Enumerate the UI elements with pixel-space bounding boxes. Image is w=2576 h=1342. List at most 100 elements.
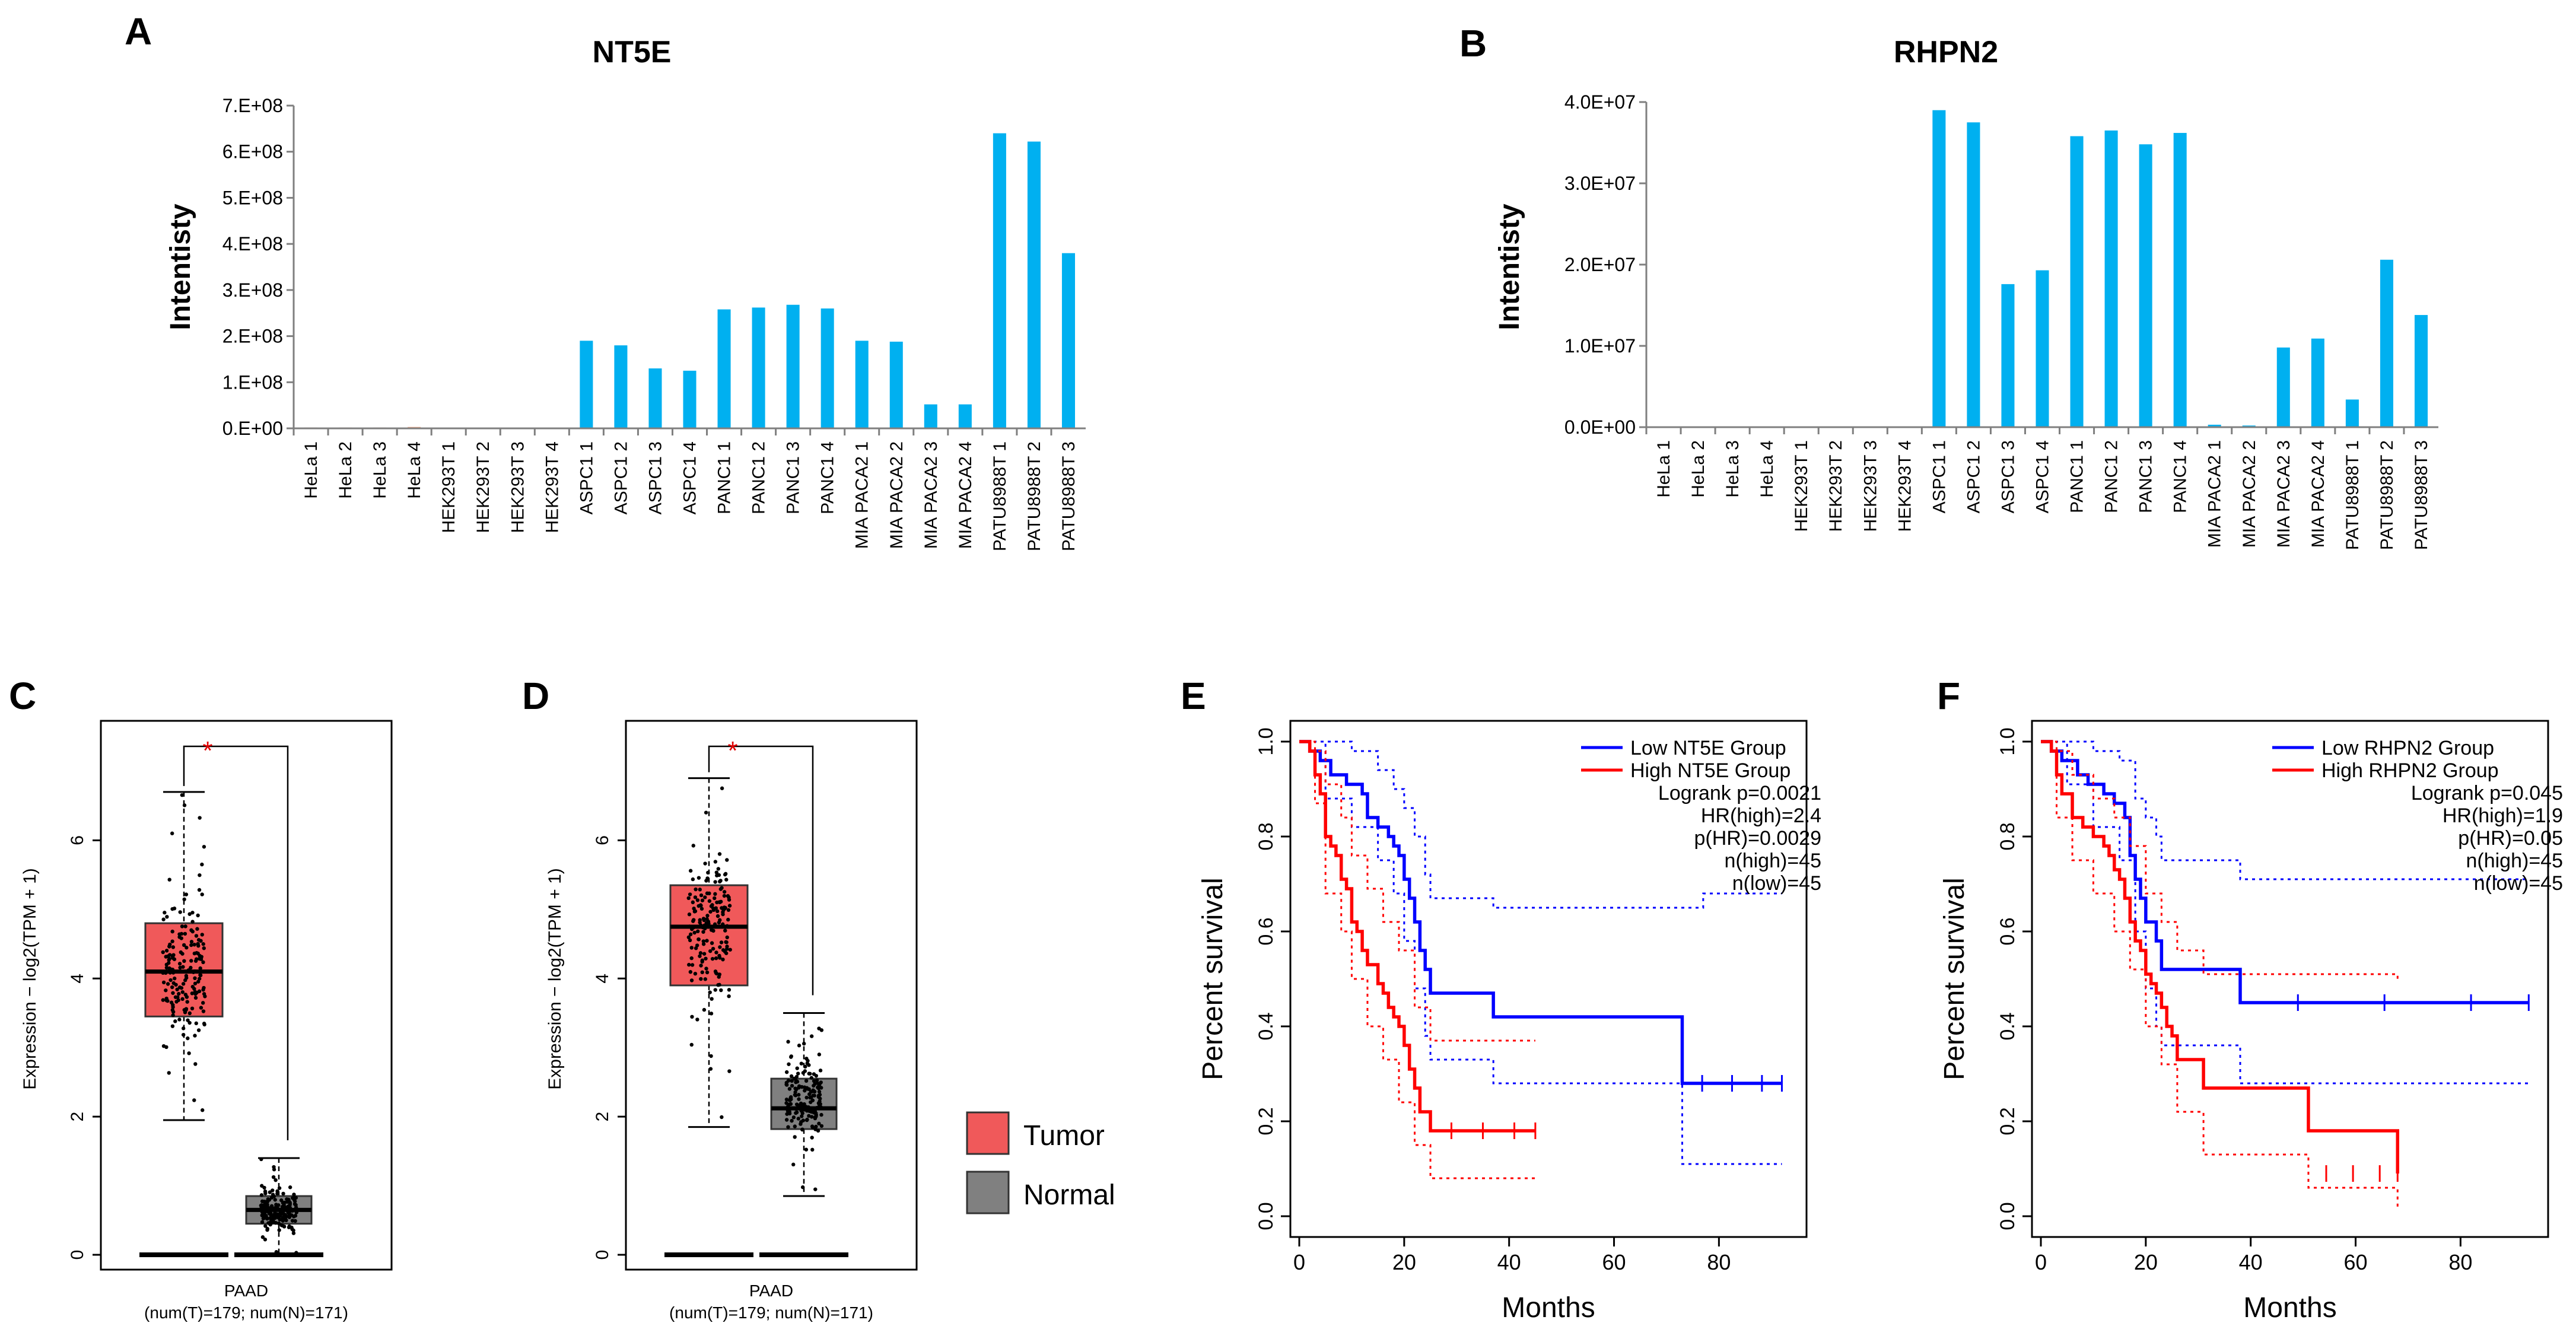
data-point: [687, 912, 692, 917]
data-point: [785, 1112, 789, 1116]
x-tick-label: ASPC1 4: [680, 441, 700, 514]
data-point: [803, 1089, 807, 1093]
data-point: [181, 1026, 186, 1031]
data-point: [689, 946, 694, 950]
x-ticks-b: HeLa 1 HeLa 2 HeLa 3 HeLa 4 HEK293T 1 HEK293T…: [1645, 427, 2431, 550]
data-point: [260, 1220, 265, 1225]
data-point: [726, 908, 731, 912]
data-point: [260, 1210, 265, 1214]
data-point: [164, 971, 168, 975]
bar: [993, 133, 1006, 428]
x-ticks-a: HeLa 1 HeLa 2 HeLa 3 HeLa 4 HEK293T 1 HEK293T…: [292, 428, 1079, 551]
data-point: [723, 905, 727, 910]
data-point: [784, 1070, 789, 1074]
data-point: [699, 963, 703, 968]
x-tick-label: MIA PACA2 3: [2274, 440, 2294, 548]
data-point: [720, 923, 725, 928]
x-tick-label: PATU8988T 1: [2343, 440, 2362, 550]
data-point: [725, 858, 729, 862]
data-point: [179, 936, 183, 940]
data-point: [691, 844, 695, 848]
data-point: [168, 967, 173, 971]
data-point: [195, 927, 199, 931]
data-point: [793, 1086, 797, 1090]
data-point: [292, 1197, 296, 1201]
data-point: [201, 1009, 206, 1013]
data-point: [804, 1057, 809, 1061]
x-tick-label: ASPC1 1: [577, 441, 596, 514]
data-point: [697, 876, 701, 880]
data-point: [728, 947, 732, 952]
data-point: [714, 906, 718, 910]
y-tick-label: 4.0E+07: [1564, 91, 1636, 113]
data-point: [713, 860, 718, 864]
data-point: [817, 1121, 821, 1126]
data-point: [810, 1136, 814, 1140]
data-point: [173, 977, 177, 981]
data-point: [182, 897, 186, 902]
data-point: [178, 910, 182, 914]
chart-title-b: RHPN2: [1894, 35, 1998, 69]
data-point: [717, 852, 722, 856]
data-point: [200, 892, 204, 896]
data-point: [201, 1108, 205, 1112]
data-point: [172, 957, 177, 962]
data-point: [793, 1077, 797, 1082]
data-point: [273, 1216, 277, 1220]
data-point: [795, 1066, 799, 1070]
data-point: [689, 956, 694, 961]
data-point: [709, 928, 714, 932]
km-curve-low-nt5e-group: [1299, 740, 1782, 1085]
data-point: [804, 1095, 809, 1100]
data-point: [817, 1052, 822, 1057]
data-point: [721, 910, 725, 914]
data-point: [705, 970, 710, 975]
data-point: [690, 963, 695, 967]
data-point: [266, 1197, 271, 1201]
data-point: [689, 978, 694, 982]
data-point: [801, 1071, 806, 1075]
y-tick-label: 0.6: [1255, 917, 1277, 945]
x-tick-label: PATU8988T 3: [1059, 441, 1079, 551]
y-axis-label-f: Percent survival: [1939, 877, 1970, 1080]
data-point: [196, 1028, 201, 1032]
data-point: [794, 1080, 798, 1085]
x-tick-label: HEK293T 3: [508, 441, 527, 533]
data-point: [727, 895, 731, 899]
y-tick-label: 6.E+08: [222, 141, 283, 163]
x-tick-label: HEK293T 2: [473, 441, 493, 533]
y-tick-label: 0.4: [1996, 1012, 2019, 1040]
x-tick-label: 20: [2134, 1250, 2158, 1274]
stat-nlow-e: n(low)=45: [1732, 872, 1821, 895]
x-tick-label: PANC1 3: [784, 441, 803, 514]
x-label-c: PAAD: [224, 1281, 268, 1300]
x-tick-label: 40: [1497, 1250, 1521, 1274]
data-point: [197, 977, 202, 981]
data-point: [718, 945, 722, 949]
y-tick-label: 2: [68, 1112, 87, 1122]
panel-b: B RHPN2 Intentisty 0.0E+00 1.0E+07 2.0E+07…: [1459, 22, 2438, 550]
x-tick-label: ASPC1 3: [1998, 440, 2018, 513]
data-point: [277, 1228, 281, 1232]
data-point: [811, 1088, 815, 1092]
data-point: [275, 1207, 279, 1211]
data-point: [161, 971, 165, 975]
data-point: [720, 786, 724, 790]
data-point: [702, 923, 707, 928]
km-curves-f: [2041, 740, 2530, 1207]
bar: [2104, 130, 2118, 427]
data-point: [810, 1098, 815, 1102]
data-point: [263, 1224, 268, 1228]
panel-label-b: B: [1459, 22, 1487, 65]
x-tick-label: PANC1 4: [2171, 440, 2190, 513]
y-ticks-d: 0 2 4 6: [593, 835, 626, 1260]
data-point: [784, 1101, 788, 1105]
data-point: [688, 932, 693, 937]
data-point: [263, 1238, 268, 1242]
legend-swatch-normal: [966, 1171, 1010, 1214]
data-point: [809, 1095, 813, 1099]
x-tick-label: HeLa 1: [301, 441, 321, 499]
data-point: [177, 1017, 182, 1022]
data-point: [273, 1178, 278, 1182]
